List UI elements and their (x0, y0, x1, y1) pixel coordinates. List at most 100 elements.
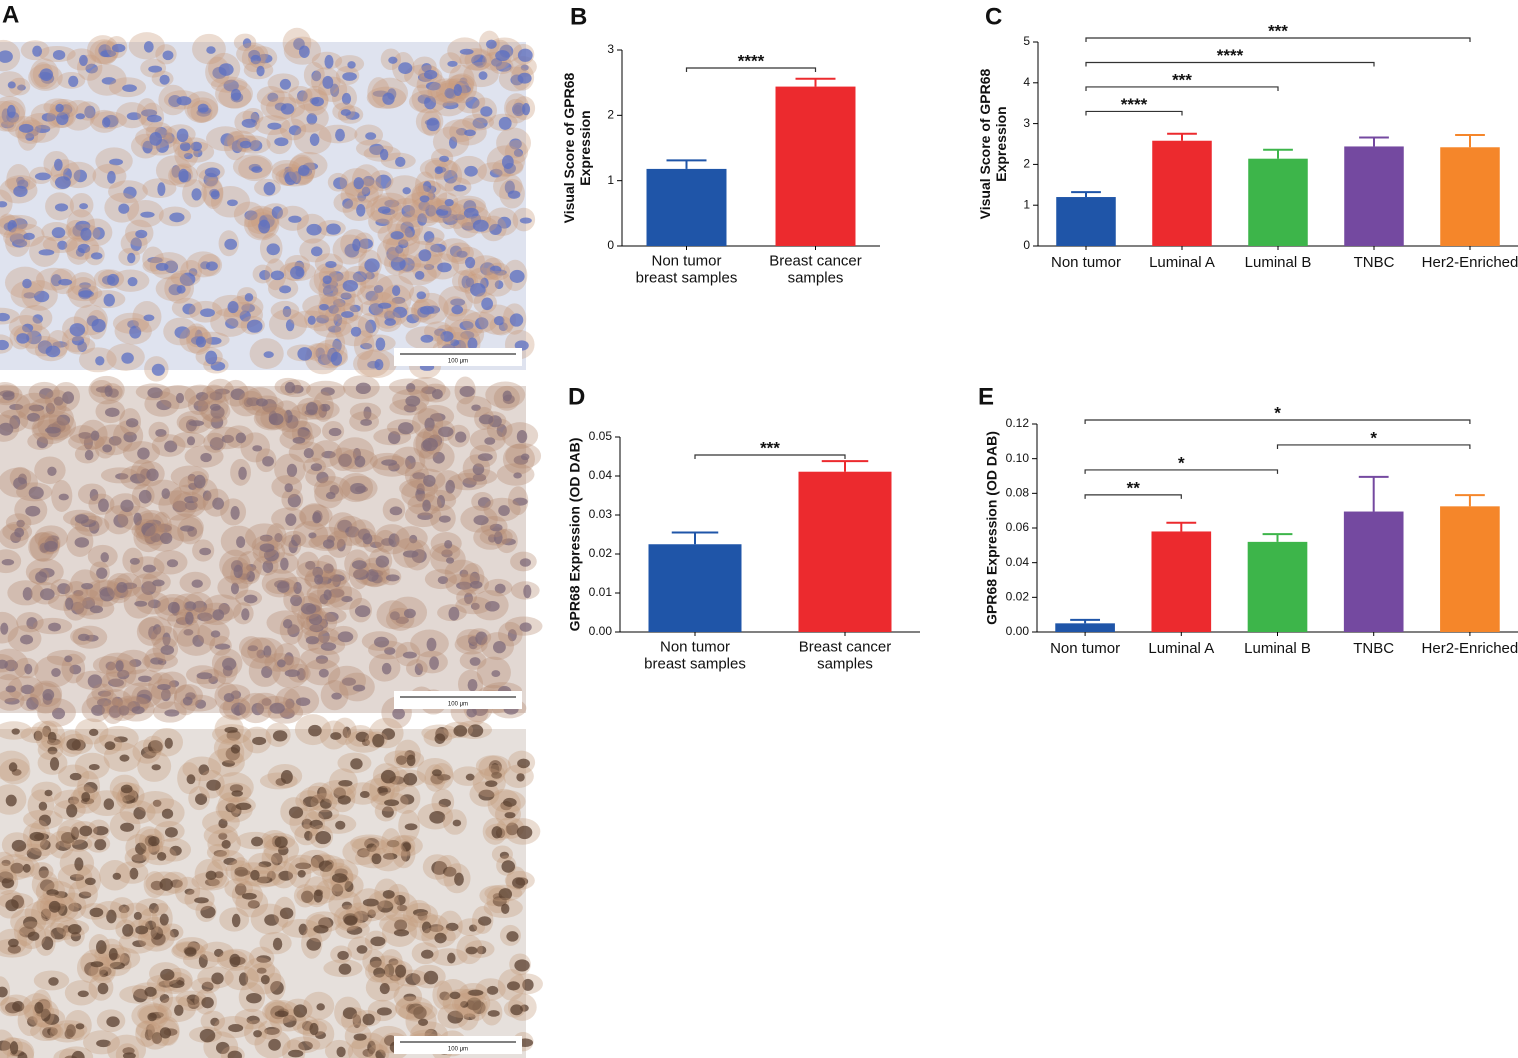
nucleus (422, 499, 431, 512)
nucleus (238, 466, 247, 480)
significance-label: *** (1172, 70, 1192, 89)
bracket-line (1084, 494, 1182, 499)
nucleus (244, 293, 254, 302)
nucleus (4, 697, 20, 705)
nucleus (210, 361, 226, 371)
nucleus (284, 669, 300, 678)
nucleus (195, 699, 207, 709)
nucleus (469, 924, 478, 932)
significance-bracket (1085, 61, 1375, 67)
nucleus (311, 246, 323, 257)
nucleus (452, 819, 462, 827)
nucleus (0, 622, 9, 635)
nucleus (256, 876, 273, 884)
nucleus (309, 1022, 319, 1036)
nucleus (147, 599, 161, 609)
nucleus (6, 104, 16, 118)
nucleus (44, 789, 53, 797)
nucleus (259, 270, 271, 281)
nucleus (71, 839, 88, 850)
nucleus (284, 652, 294, 666)
nucleus (223, 857, 238, 866)
nucleus (130, 237, 142, 252)
nucleus (91, 318, 106, 333)
nucleus (378, 302, 392, 309)
nucleus (501, 155, 514, 170)
x-tick-label: Luminal A (1149, 254, 1215, 271)
nucleus (318, 668, 329, 678)
nucleus (109, 961, 125, 970)
nucleus (423, 970, 439, 985)
nucleus (513, 472, 522, 479)
nucleus (133, 512, 142, 526)
nucleus (256, 649, 266, 659)
bracket-line (1085, 37, 1471, 42)
nucleus (249, 140, 263, 152)
panel-label: D (568, 383, 585, 410)
nucleus (192, 634, 205, 647)
nucleus (48, 900, 61, 913)
nucleus (337, 795, 351, 805)
nucleus (145, 920, 157, 930)
nucleus (390, 231, 404, 240)
nucleus (512, 102, 526, 117)
nucleus (519, 622, 532, 632)
nucleus (493, 640, 506, 654)
nucleus (373, 967, 386, 978)
nucleus (330, 351, 343, 366)
nucleus (71, 1050, 85, 1058)
nucleus (210, 1017, 220, 1027)
nucleus (91, 704, 105, 716)
nucleus (344, 915, 358, 926)
nucleus (51, 668, 61, 677)
nucleus (27, 412, 41, 422)
nucleus (447, 60, 458, 67)
nucleus (120, 499, 134, 513)
nucleus (386, 839, 400, 848)
nucleus (470, 602, 480, 610)
nucleus (280, 557, 289, 571)
nucleus (396, 904, 408, 912)
nucleus (27, 931, 40, 941)
nucleus (251, 702, 265, 716)
x-tick-label: Non tumor breast samples (644, 638, 746, 672)
nucleus (224, 726, 238, 734)
nucleus (17, 1052, 28, 1058)
nucleus (507, 629, 517, 642)
nucleus (285, 319, 295, 332)
nucleus (182, 303, 196, 315)
panel-label: E (978, 383, 994, 410)
nucleus (201, 996, 214, 1009)
nucleus (398, 62, 413, 75)
nucleus (333, 177, 348, 190)
nucleus (464, 129, 476, 137)
nucleus (5, 685, 16, 693)
nucleus (147, 387, 163, 399)
nucleus (193, 400, 209, 412)
significance-label: * (1274, 403, 1281, 422)
nucleus (227, 1050, 242, 1058)
bar (1248, 158, 1308, 246)
nucleus (144, 1029, 154, 1041)
nucleus (280, 103, 295, 115)
nucleus (395, 964, 407, 978)
nucleus (284, 409, 293, 423)
nucleus (226, 199, 238, 207)
nucleus (342, 1007, 357, 1020)
nucleus (81, 791, 91, 803)
nucleus (228, 1024, 244, 1033)
nucleus (336, 1046, 346, 1058)
nucleus (455, 431, 467, 443)
nucleus (423, 474, 436, 487)
nucleus (270, 270, 285, 281)
nucleus (256, 967, 267, 974)
nucleus (116, 581, 128, 593)
y-tick-label: 0 (1023, 238, 1030, 252)
nucleus (306, 223, 322, 236)
nucleus (118, 904, 130, 914)
nucleus (160, 532, 173, 545)
significance-bracket (685, 67, 817, 72)
nucleus (434, 932, 447, 944)
nucleus (406, 313, 420, 324)
nucleus (75, 113, 86, 120)
